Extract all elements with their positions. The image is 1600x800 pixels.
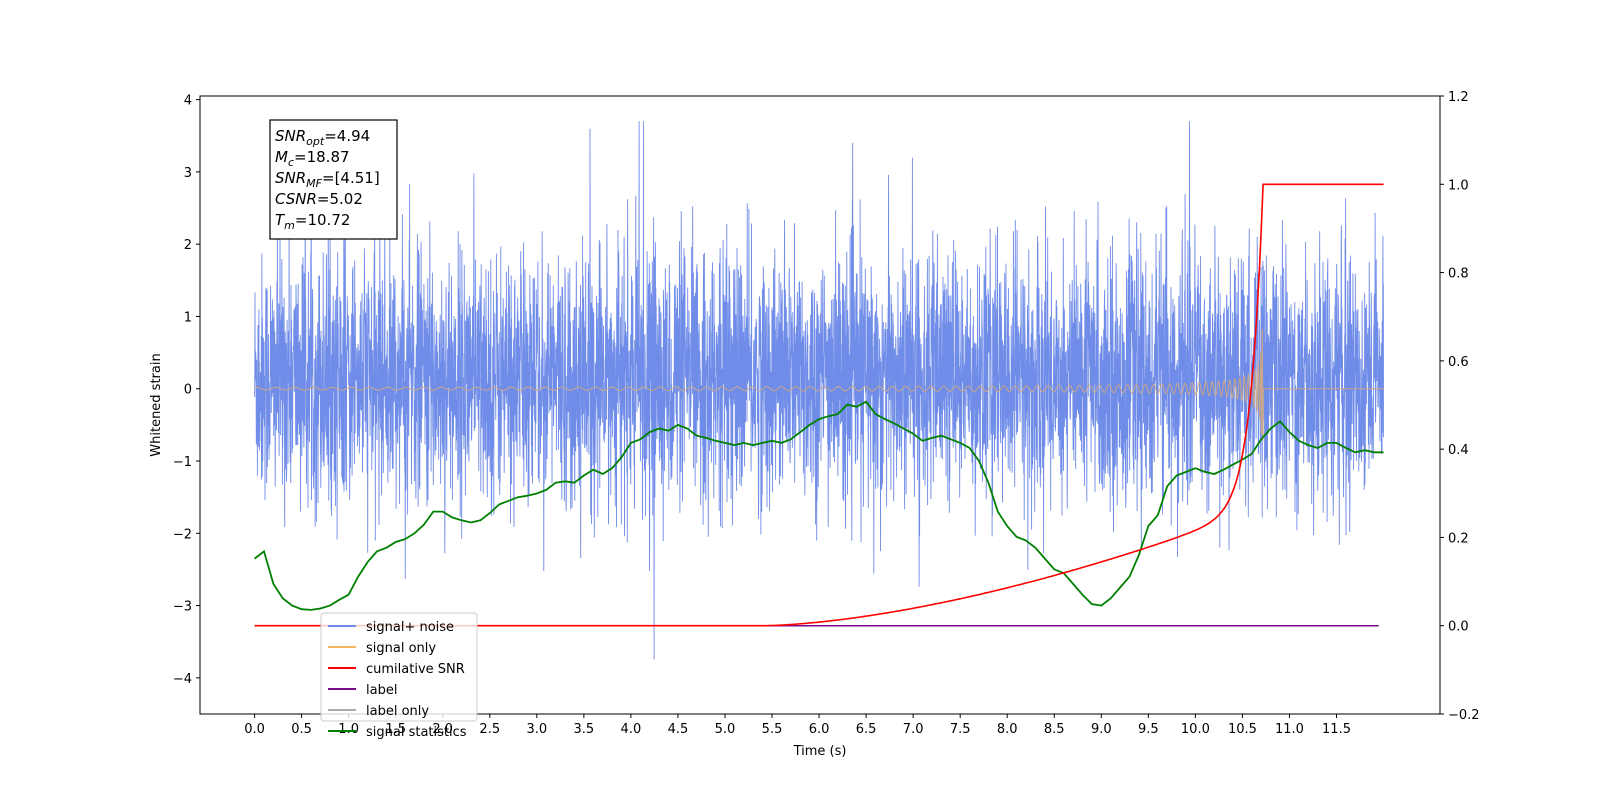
x-tick-label: 6.5 bbox=[856, 722, 877, 737]
y-axis-right: 1.2 1.0 0.8 0.6 0.4 0.2 0.0 −0.2 bbox=[1440, 90, 1480, 723]
annotation-value: =[4.51] bbox=[322, 169, 380, 187]
annotation-line: CSNR=5.02 bbox=[275, 190, 363, 208]
series-signal-statistics bbox=[254, 400, 1384, 611]
annotation-subscript: c bbox=[288, 156, 294, 169]
annotation-symbol: T bbox=[275, 211, 286, 229]
x-tick-label: 4.5 bbox=[668, 722, 689, 737]
x-tick-label: 8.0 bbox=[997, 722, 1018, 737]
y-axis-title: Whitened strain bbox=[149, 353, 164, 456]
y2-tick-label: 1.0 bbox=[1448, 178, 1469, 193]
legend-entry: signal statistics bbox=[366, 725, 467, 740]
annotation-symbol: M bbox=[275, 148, 288, 166]
y-tick-label: −4 bbox=[173, 672, 192, 687]
series-signal-only bbox=[254, 329, 1384, 441]
x-tick-label: 5.5 bbox=[762, 722, 783, 737]
x-tick-label: 2.5 bbox=[479, 722, 500, 737]
annotation-line: SNRMF=[4.51] bbox=[275, 169, 380, 190]
annotation-subscript: opt bbox=[306, 135, 325, 148]
x-tick-label: 0.0 bbox=[244, 722, 265, 737]
y-tick-label: 3 bbox=[184, 166, 192, 181]
y2-tick-label: 0.8 bbox=[1448, 267, 1469, 282]
annotation-value: =4.94 bbox=[324, 127, 370, 145]
legend-entry: signal only bbox=[366, 641, 436, 656]
x-tick-label: 9.5 bbox=[1138, 722, 1159, 737]
x-tick-label: 11.5 bbox=[1322, 722, 1351, 737]
plot-frame bbox=[199, 95, 1441, 715]
annotation-symbol: SNR bbox=[275, 169, 306, 187]
legend-entry: cumilative SNR bbox=[366, 662, 465, 677]
annotation-value: =5.02 bbox=[317, 190, 363, 208]
annotation-symbol: CSNR bbox=[275, 190, 317, 208]
annotation-line: Tm=10.72 bbox=[275, 211, 350, 232]
x-axis-title: Time (s) bbox=[793, 744, 847, 759]
y2-tick-label: 1.2 bbox=[1448, 90, 1469, 105]
annotation-symbol: SNR bbox=[275, 127, 306, 145]
y2-tick-label: −0.2 bbox=[1448, 708, 1480, 723]
legend-entry: label bbox=[366, 683, 397, 698]
annotation-subscript: MF bbox=[306, 177, 322, 190]
annotation-subscript: m bbox=[284, 219, 295, 232]
x-tick-label: 7.5 bbox=[950, 722, 971, 737]
legend: signal+ noise signal only cumilative SNR la… bbox=[320, 612, 478, 740]
y2-tick-label: 0.2 bbox=[1448, 531, 1469, 546]
x-tick-label: 1.0 bbox=[338, 722, 359, 737]
x-tick-label: 1.5 bbox=[385, 722, 406, 737]
legend-entry: signal+ noise bbox=[366, 620, 454, 635]
y-tick-label: −3 bbox=[173, 600, 192, 615]
annotation-value: =18.87 bbox=[294, 148, 350, 166]
x-tick-label: 4.0 bbox=[621, 722, 642, 737]
legend-frame bbox=[320, 612, 478, 722]
x-axis: 0.0 0.5 1.0 1.5 2.0 2.5 3.0 3.5 4.0 4.5 5.0 5.5 6.0 6… bbox=[244, 714, 1351, 737]
x-tick-label: 9.0 bbox=[1091, 722, 1112, 737]
x-tick-label: 3.5 bbox=[574, 722, 595, 737]
y2-tick-label: 0.6 bbox=[1448, 355, 1469, 370]
legend-entry: label only bbox=[366, 704, 429, 719]
x-tick-label: 10.5 bbox=[1228, 722, 1257, 737]
y2-tick-label: 0.4 bbox=[1448, 443, 1469, 458]
annotation-value: =10.72 bbox=[295, 211, 351, 229]
y-tick-label: −2 bbox=[173, 527, 192, 542]
y-tick-label: 4 bbox=[184, 94, 192, 109]
x-tick-label: 5.0 bbox=[715, 722, 736, 737]
x-tick-label: 8.5 bbox=[1044, 722, 1065, 737]
y-tick-label: 0 bbox=[184, 383, 192, 398]
annotation-line: SNRopt=4.94 bbox=[275, 127, 370, 148]
annotation-frame bbox=[269, 119, 398, 240]
annotation-box: SNRopt=4.94Mc=18.87SNRMF=[4.51]CSNR=5.02… bbox=[269, 119, 398, 240]
x-tick-label: 3.0 bbox=[526, 722, 547, 737]
series-signal-plus-noise bbox=[254, 121, 1385, 660]
y-axis-left: 4 3 2 1 0 −1 −2 −3 −4 bbox=[173, 94, 200, 687]
x-tick-label: 0.5 bbox=[291, 722, 312, 737]
x-tick-label: 7.0 bbox=[903, 722, 924, 737]
y-tick-label: 2 bbox=[184, 238, 192, 253]
x-tick-label: 2.0 bbox=[432, 722, 453, 737]
annotation-line: Mc=18.87 bbox=[275, 148, 350, 169]
y-tick-label: 1 bbox=[184, 310, 192, 325]
x-tick-label: 11.0 bbox=[1275, 722, 1304, 737]
y-tick-label: −1 bbox=[173, 455, 192, 470]
x-tick-label: 6.0 bbox=[809, 722, 830, 737]
y2-tick-label: 0.0 bbox=[1448, 620, 1469, 635]
x-tick-label: 10.0 bbox=[1181, 722, 1210, 737]
